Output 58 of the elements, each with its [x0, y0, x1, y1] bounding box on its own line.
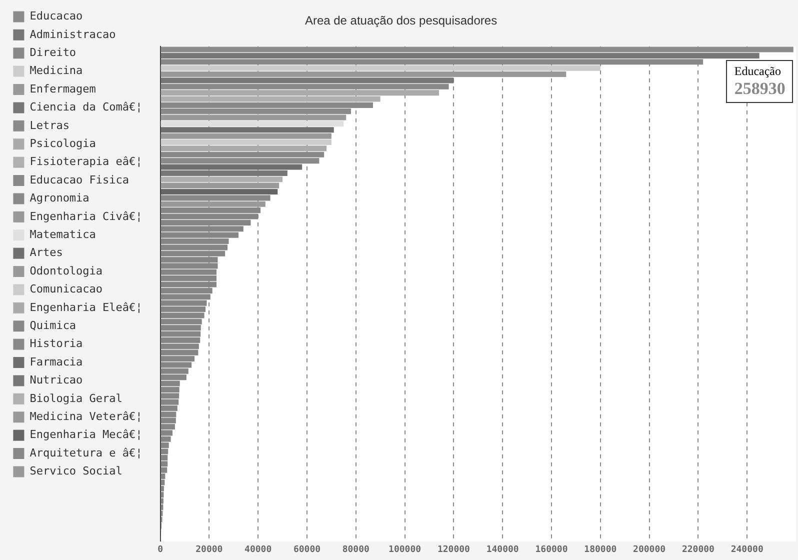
- bar: [160, 114, 346, 120]
- x-tick-label: 80000: [342, 544, 370, 555]
- legend-label: Educacao Fisica: [30, 173, 130, 186]
- x-tick-label: 0: [158, 544, 163, 555]
- bar: [160, 182, 280, 188]
- chart-title: Area de atuação dos pesquisadores: [304, 14, 498, 28]
- legend-label: Comunicacao: [30, 282, 103, 296]
- legend-label: Matematica: [30, 228, 96, 241]
- bar: [160, 127, 334, 133]
- x-tick-label: 160000: [535, 544, 568, 555]
- bar: [160, 146, 327, 152]
- legend-label: Fisioterapia eâ€¦: [30, 155, 142, 168]
- bar: [160, 120, 344, 126]
- x-tick-label: 120000: [437, 544, 470, 555]
- legend-label: Historia: [30, 337, 83, 350]
- legend-label: Psicologia: [30, 136, 96, 150]
- legend-label: Educacao: [30, 10, 83, 23]
- legend-label: Servico Social: [30, 464, 122, 478]
- x-tick-label: 180000: [584, 544, 617, 555]
- bar: [160, 46, 794, 52]
- x-tick-label: 240000: [730, 544, 764, 555]
- x-tick-label: 20000: [196, 544, 223, 555]
- legend-label: Artes: [30, 246, 63, 260]
- bar: [160, 188, 278, 195]
- legend-label: Farmacia: [30, 355, 83, 368]
- bar: [160, 52, 760, 58]
- legend-label: Ciencia da Comâ€¦: [30, 100, 142, 114]
- legend-label: Nutricao: [30, 374, 83, 387]
- bar: [160, 133, 332, 139]
- legend-label: Quimica: [30, 318, 76, 332]
- legend-label: Engenharia Civâ€¦: [30, 210, 142, 223]
- legend-label: Medicina: [30, 64, 83, 78]
- legend-label: Agronomia: [30, 192, 90, 205]
- legend-label: Engenharia Eleâ€¦: [30, 300, 142, 314]
- legend-label: Odontologia: [30, 264, 103, 278]
- tooltip: Educação 258930: [726, 60, 794, 103]
- x-tick-label: 200000: [633, 544, 666, 555]
- x-tick-label: 60000: [293, 544, 321, 555]
- legend-label: Administracao: [30, 28, 116, 41]
- legend-label: Arquitetura e â€¦: [30, 446, 142, 460]
- bar: [160, 71, 566, 78]
- legend-label: Enfermagem: [30, 82, 96, 96]
- annotation: Educação: [734, 64, 782, 79]
- x-tick-label: 220000: [682, 544, 714, 555]
- legend-label: Medicina Veterâ€¦: [30, 410, 142, 423]
- bar: [160, 65, 600, 71]
- bar: [160, 176, 283, 182]
- legend-label: Engenharia Mecâ€¦: [30, 428, 142, 442]
- x-tick-label: 140000: [486, 544, 519, 555]
- x-tick-label: 40000: [244, 544, 272, 555]
- legend-label: Biologia Geral: [30, 392, 122, 405]
- bar: [160, 201, 266, 207]
- bar: [160, 78, 454, 84]
- bar: [160, 139, 332, 146]
- x-tick-label: 100000: [388, 544, 422, 555]
- annotation: 258930: [734, 78, 786, 99]
- legend-label: Direito: [30, 46, 76, 59]
- legend-label: Letras: [30, 118, 70, 132]
